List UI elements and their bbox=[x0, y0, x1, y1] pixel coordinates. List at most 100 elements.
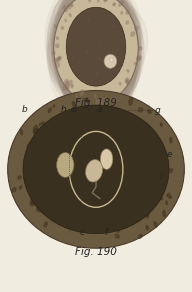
Ellipse shape bbox=[134, 117, 138, 124]
Ellipse shape bbox=[84, 98, 88, 102]
Ellipse shape bbox=[129, 97, 133, 105]
Ellipse shape bbox=[95, 94, 96, 98]
Text: b: b bbox=[22, 105, 28, 114]
Ellipse shape bbox=[58, 0, 140, 107]
Ellipse shape bbox=[54, 0, 134, 105]
Text: f: f bbox=[104, 228, 107, 237]
Ellipse shape bbox=[60, 0, 126, 116]
Ellipse shape bbox=[51, 0, 140, 108]
Text: h: h bbox=[60, 105, 66, 114]
Ellipse shape bbox=[57, 117, 60, 124]
Ellipse shape bbox=[64, 0, 135, 98]
Ellipse shape bbox=[80, 90, 83, 96]
Ellipse shape bbox=[55, 0, 131, 109]
Ellipse shape bbox=[134, 62, 136, 65]
Ellipse shape bbox=[119, 3, 121, 6]
Ellipse shape bbox=[60, 0, 129, 105]
Ellipse shape bbox=[52, 0, 142, 104]
Ellipse shape bbox=[53, 105, 55, 107]
Ellipse shape bbox=[46, 0, 138, 103]
Ellipse shape bbox=[119, 83, 121, 85]
Ellipse shape bbox=[106, 0, 108, 1]
Ellipse shape bbox=[64, 0, 131, 103]
Ellipse shape bbox=[59, 56, 61, 59]
Ellipse shape bbox=[148, 110, 151, 113]
Ellipse shape bbox=[58, 57, 60, 60]
Text: d: d bbox=[70, 105, 76, 114]
Ellipse shape bbox=[96, 100, 98, 105]
Ellipse shape bbox=[158, 182, 161, 185]
Ellipse shape bbox=[76, 94, 78, 98]
Ellipse shape bbox=[54, 0, 136, 98]
Ellipse shape bbox=[44, 222, 47, 227]
Ellipse shape bbox=[65, 20, 66, 21]
Ellipse shape bbox=[100, 98, 103, 103]
Ellipse shape bbox=[33, 150, 34, 154]
Ellipse shape bbox=[65, 0, 133, 102]
Ellipse shape bbox=[66, 84, 69, 89]
Ellipse shape bbox=[61, 27, 64, 29]
Ellipse shape bbox=[50, 0, 136, 107]
Ellipse shape bbox=[64, 6, 67, 12]
Ellipse shape bbox=[66, 7, 126, 86]
Ellipse shape bbox=[110, 58, 113, 62]
Ellipse shape bbox=[113, 107, 118, 112]
Ellipse shape bbox=[146, 210, 149, 218]
Ellipse shape bbox=[63, 0, 137, 103]
Ellipse shape bbox=[56, 0, 140, 101]
Text: Fig. 189: Fig. 189 bbox=[75, 98, 117, 108]
Ellipse shape bbox=[154, 222, 157, 227]
Ellipse shape bbox=[37, 207, 41, 212]
Ellipse shape bbox=[114, 3, 115, 6]
Text: a: a bbox=[97, 105, 103, 114]
Ellipse shape bbox=[69, 80, 72, 85]
Ellipse shape bbox=[57, 0, 141, 99]
Ellipse shape bbox=[89, 0, 91, 2]
Ellipse shape bbox=[56, 44, 59, 48]
Ellipse shape bbox=[30, 142, 35, 149]
Ellipse shape bbox=[104, 0, 105, 2]
Ellipse shape bbox=[135, 26, 138, 31]
Ellipse shape bbox=[21, 130, 23, 135]
Ellipse shape bbox=[54, 0, 139, 111]
Ellipse shape bbox=[126, 80, 129, 84]
Ellipse shape bbox=[56, 0, 142, 114]
Ellipse shape bbox=[56, 37, 59, 39]
Ellipse shape bbox=[55, 0, 136, 112]
Ellipse shape bbox=[66, 86, 69, 90]
Ellipse shape bbox=[56, 0, 138, 114]
Ellipse shape bbox=[86, 160, 103, 182]
Ellipse shape bbox=[94, 226, 98, 232]
Ellipse shape bbox=[55, 25, 57, 28]
Ellipse shape bbox=[12, 188, 16, 192]
Ellipse shape bbox=[64, 0, 135, 104]
Ellipse shape bbox=[18, 176, 21, 179]
Ellipse shape bbox=[167, 193, 170, 197]
Ellipse shape bbox=[121, 0, 123, 4]
Ellipse shape bbox=[58, 116, 60, 121]
Ellipse shape bbox=[52, 0, 138, 124]
Ellipse shape bbox=[55, 59, 58, 62]
Ellipse shape bbox=[114, 98, 117, 102]
Ellipse shape bbox=[160, 123, 162, 126]
Ellipse shape bbox=[63, 0, 127, 105]
Ellipse shape bbox=[61, 0, 130, 118]
Ellipse shape bbox=[52, 208, 56, 213]
Ellipse shape bbox=[55, 0, 134, 108]
Ellipse shape bbox=[104, 54, 117, 68]
Ellipse shape bbox=[47, 0, 143, 112]
Text: i: i bbox=[160, 172, 163, 181]
Ellipse shape bbox=[53, 0, 137, 114]
Ellipse shape bbox=[8, 91, 184, 248]
Text: e: e bbox=[166, 150, 172, 159]
Ellipse shape bbox=[126, 11, 129, 14]
Ellipse shape bbox=[45, 0, 139, 108]
Ellipse shape bbox=[39, 123, 41, 126]
Ellipse shape bbox=[47, 0, 141, 114]
Ellipse shape bbox=[33, 125, 37, 133]
Ellipse shape bbox=[31, 199, 36, 205]
Ellipse shape bbox=[66, 81, 69, 85]
Ellipse shape bbox=[34, 195, 36, 201]
Ellipse shape bbox=[49, 0, 142, 105]
Ellipse shape bbox=[52, 0, 144, 111]
